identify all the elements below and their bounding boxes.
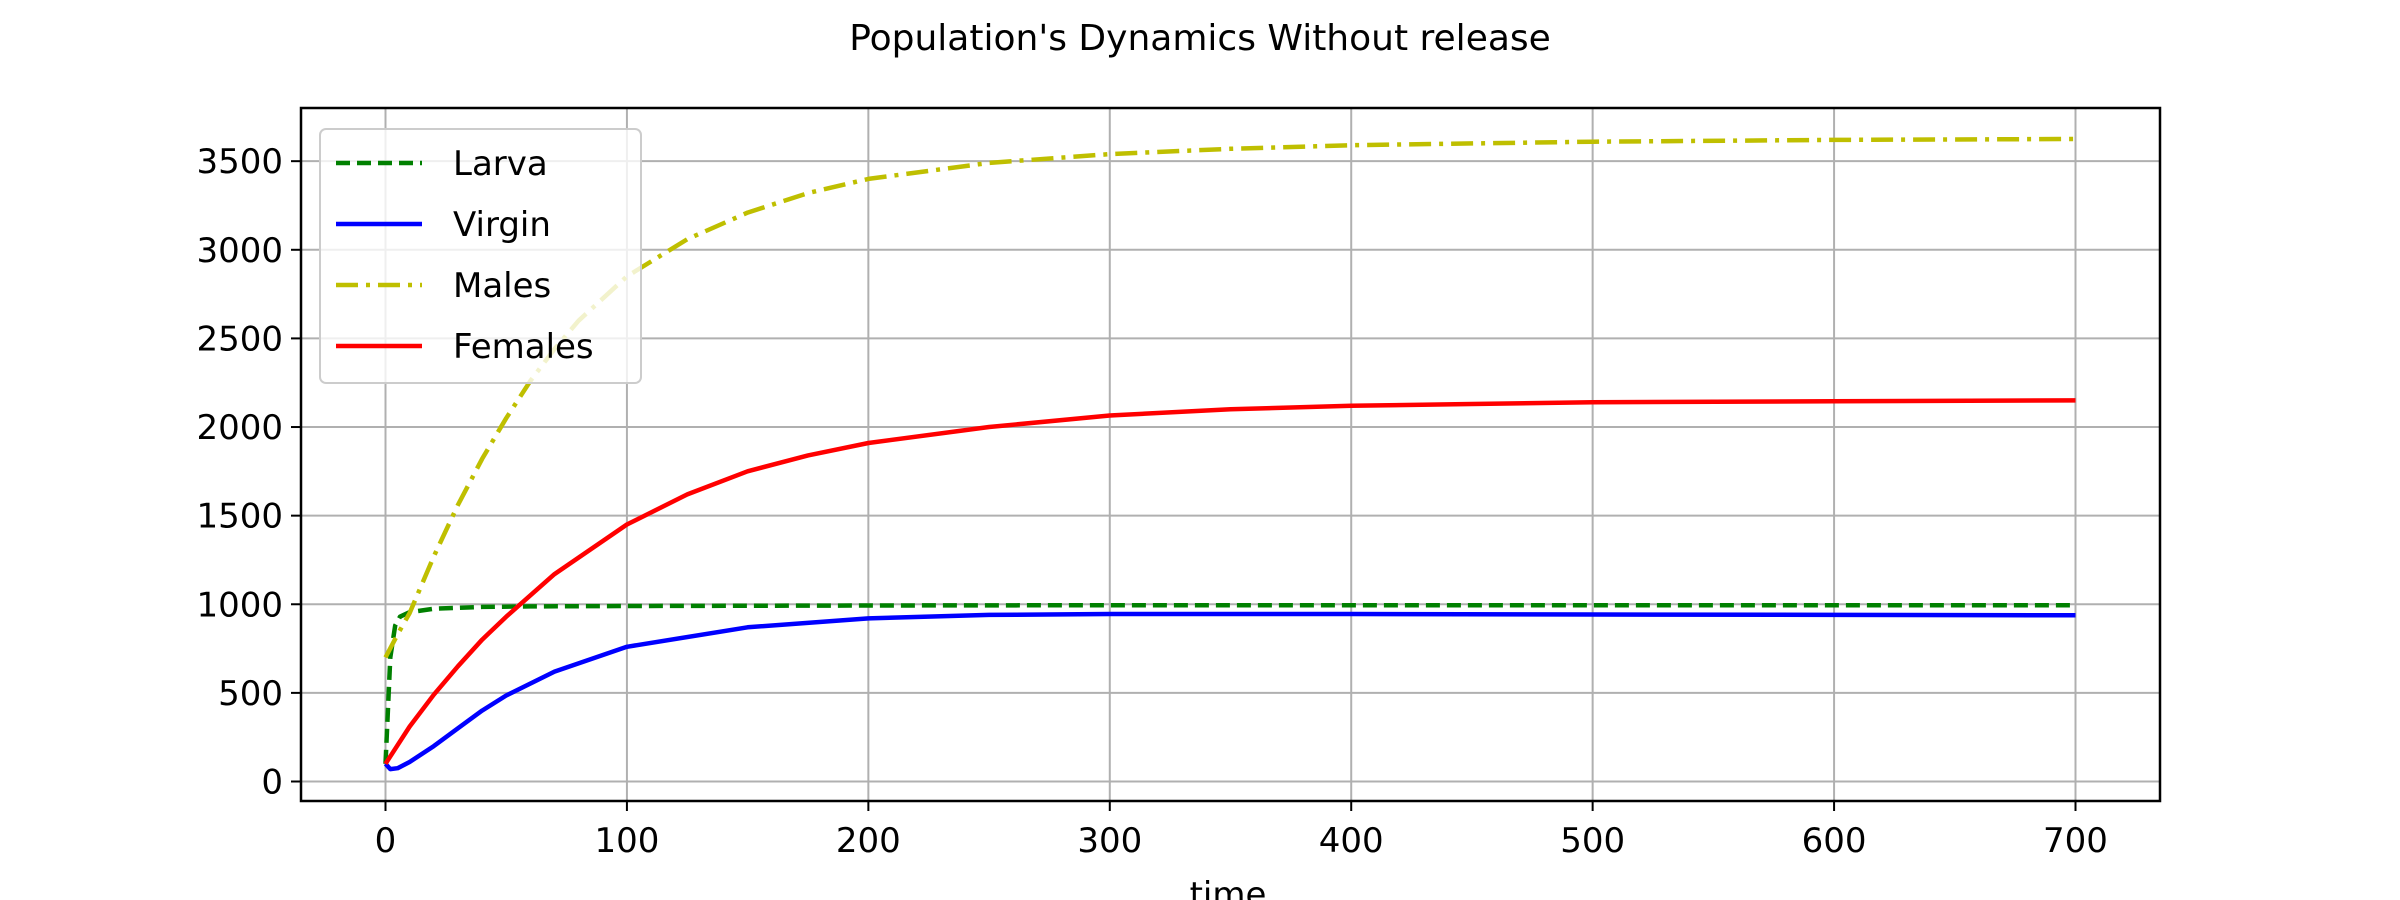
- y-tick-label: 3000: [196, 231, 283, 271]
- plot-frame: [299, 106, 2162, 803]
- legend-label-females: Females: [453, 327, 594, 367]
- x-tick-label: 400: [1319, 821, 1384, 861]
- x-tick-label: 600: [1802, 821, 1867, 861]
- legend-label-males: Males: [453, 266, 551, 306]
- series-line-larva: [383, 602, 2076, 764]
- legend-box: [319, 128, 642, 384]
- legend: Larva Virgin Males Females: [319, 128, 642, 384]
- series-line-females: [383, 398, 2076, 766]
- x-tick-label: 500: [1560, 821, 1625, 861]
- x-tick-label: 200: [836, 821, 901, 861]
- series-line-males: [383, 136, 2076, 659]
- x-axis-label: time: [1190, 875, 1267, 900]
- y-tick-label: 1500: [196, 497, 283, 537]
- chart-title: Population's Dynamics Without release: [849, 18, 1551, 59]
- legend-label-virgin: Virgin: [453, 205, 551, 245]
- x-tick-label: 0: [375, 821, 397, 861]
- y-tick-label: 2500: [196, 319, 283, 359]
- y-tick-label: 500: [218, 674, 283, 714]
- series-lines: [383, 136, 2076, 772]
- legend-label-larva: Larva: [453, 144, 548, 184]
- y-tick-label: 2000: [196, 408, 283, 448]
- x-tick-label: 700: [2043, 821, 2108, 861]
- x-tick-label: 100: [594, 821, 659, 861]
- y-tick-label: 0: [261, 763, 283, 803]
- x-tick-label: 300: [1077, 821, 1142, 861]
- axis-ticks: 0 100 200 300 400 500 600 700 0 500 1000 1500 2000 25…: [196, 142, 2107, 861]
- y-tick-label: 3500: [196, 142, 283, 182]
- series-line-virgin: [383, 611, 2076, 772]
- y-tick-label: 1000: [196, 585, 283, 625]
